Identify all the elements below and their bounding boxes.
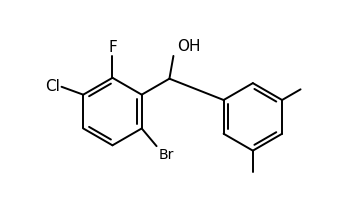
Text: Br: Br — [158, 148, 174, 162]
Text: Cl: Cl — [45, 79, 60, 94]
Text: F: F — [108, 40, 117, 55]
Text: OH: OH — [177, 39, 201, 54]
